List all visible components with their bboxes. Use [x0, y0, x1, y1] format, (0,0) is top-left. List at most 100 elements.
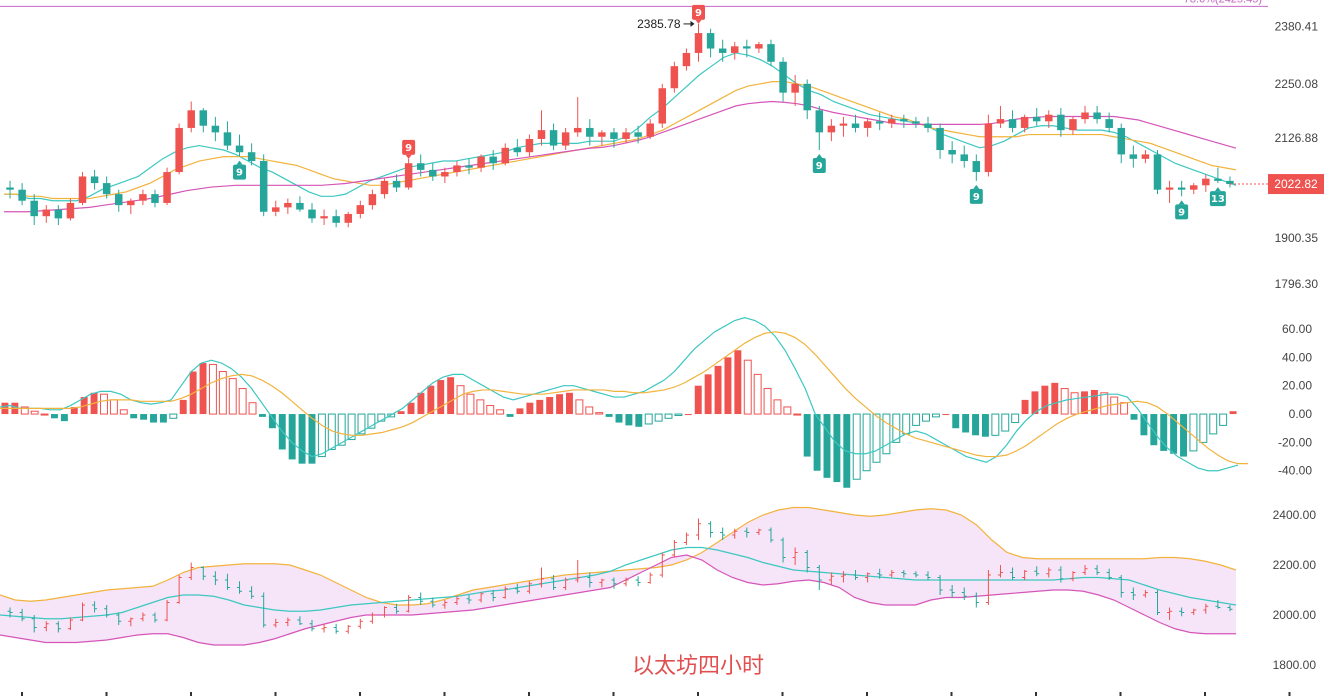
- macd-histogram-bar: [922, 413, 930, 422]
- td-marker-box: [233, 164, 247, 180]
- candle-body: [718, 48, 727, 53]
- macd-histogram-bar: [258, 414, 266, 417]
- td-marker-pointer: [1214, 187, 1221, 192]
- candle-body: [272, 207, 280, 212]
- bollinger-middle-line: [0, 546, 1237, 620]
- candle-body: [875, 121, 884, 124]
- candle-body: [465, 165, 473, 168]
- bollinger-tick-label: 2400.00: [1273, 508, 1317, 522]
- macd-histogram-bar: [882, 413, 891, 455]
- td-marker-label: 9: [695, 8, 702, 19]
- macd-histogram-bar: [1130, 414, 1138, 420]
- macd-tick-label: 20.00: [1282, 379, 1312, 393]
- bollinger-tick-label: 1800.00: [1273, 658, 1317, 672]
- macd-histogram-bar: [347, 413, 356, 441]
- price-tick-label: 2250.08: [1275, 77, 1319, 91]
- macd-histogram-bar: [119, 409, 128, 415]
- candle-body: [1032, 116, 1041, 122]
- candle-body: [682, 52, 691, 67]
- macd-histogram-bar: [417, 392, 425, 415]
- macd-histogram-bar: [1199, 413, 1208, 443]
- macd-histogram-bar: [1189, 413, 1198, 452]
- candle-body: [586, 127, 594, 137]
- macd-histogram-bar: [852, 413, 861, 480]
- macd-histogram-bar: [556, 394, 564, 415]
- macd-histogram-bar: [753, 373, 762, 415]
- candle-body: [851, 123, 860, 128]
- bollinger-tick-label: 2200.00: [1273, 558, 1317, 572]
- macd-histogram-bar: [793, 413, 802, 416]
- macd-histogram-bar: [407, 402, 415, 415]
- macd-histogram-bar: [942, 414, 950, 416]
- price-tick-label: 1796.30: [1275, 277, 1319, 291]
- candle-body: [537, 130, 546, 139]
- candle-body: [18, 189, 26, 201]
- macd-tick-label: 0.00: [1289, 407, 1313, 421]
- macd-histogram-bar: [337, 413, 346, 446]
- macd-histogram-bar: [1100, 392, 1109, 415]
- macd-histogram-bar: [1180, 414, 1187, 457]
- macd-histogram-bar: [972, 414, 980, 436]
- candle-body: [90, 176, 99, 184]
- bollinger-panel: 2400.00 2200.00 2000.00 1800.00: [0, 506, 1317, 672]
- macd-histogram-bar: [664, 413, 673, 419]
- candle-body: [863, 121, 872, 128]
- td-marker-pointer: [1178, 200, 1185, 205]
- candle-body: [235, 145, 244, 153]
- macd-histogram-bar: [546, 397, 554, 415]
- candle-body: [320, 216, 328, 219]
- candle-body: [743, 46, 751, 49]
- candle-body: [1165, 187, 1174, 190]
- macd-histogram-bar: [496, 409, 505, 415]
- candle-body: [187, 110, 195, 128]
- candle-body: [1214, 178, 1222, 181]
- macd-histogram-bar: [684, 414, 692, 416]
- macd-histogram-bar: [447, 377, 455, 415]
- candle-body: [972, 161, 981, 173]
- price-tick-label: 2380.41: [1275, 19, 1319, 33]
- macd-histogram-bar: [456, 385, 465, 415]
- macd-histogram-bar: [60, 414, 68, 422]
- candle-body: [199, 110, 208, 126]
- macd-histogram-bar: [833, 414, 841, 483]
- macd-histogram-bar: [566, 392, 573, 415]
- macd-histogram-bar: [526, 402, 534, 415]
- macd-histogram-bar: [654, 413, 663, 422]
- td-marker-box: [1175, 204, 1189, 220]
- macd-histogram-bar: [238, 388, 247, 415]
- macd-histogram-bar: [902, 413, 911, 435]
- macd-histogram-bar: [704, 374, 712, 415]
- candle-body: [429, 169, 437, 177]
- macd-histogram-bar: [1170, 414, 1178, 454]
- macd-histogram-bar: [743, 359, 752, 415]
- macd-histogram-bar: [218, 371, 227, 415]
- candle-body: [489, 156, 497, 164]
- candle-body: [1153, 154, 1162, 190]
- grid: [21, 692, 1291, 696]
- candle-body: [368, 194, 377, 206]
- macd-dif-line: [0, 317, 1239, 472]
- macd-histogram-bar: [1209, 413, 1218, 435]
- candle-body: [948, 150, 956, 155]
- candle-body: [6, 187, 14, 190]
- macd-histogram-bar: [516, 408, 524, 415]
- td-marker-pointer: [236, 160, 243, 165]
- candle-body: [1177, 187, 1186, 190]
- candle-body: [1020, 116, 1029, 128]
- candle-body: [779, 61, 787, 93]
- price-axis: 2380.41 2250.08 2126.88 1900.35 1796.30 2022.…: [1229, 19, 1324, 291]
- macd-histogram-bar: [1051, 382, 1059, 415]
- macd-histogram-bar: [109, 399, 118, 415]
- annotations: 78.6%(2425.45) 2385.78 9 9 9 9 9 9 13: [0, 0, 1268, 220]
- macd-histogram-bar: [714, 365, 722, 415]
- macd-histogram-bar: [40, 413, 49, 416]
- macd-histogram-bar: [783, 406, 792, 415]
- candle-body: [960, 154, 968, 162]
- ma-line-2: [4, 100, 1237, 213]
- candle-body: [815, 110, 824, 133]
- candle-body: [513, 147, 522, 153]
- candle-body: [66, 202, 75, 219]
- macd-histogram-bar: [644, 413, 653, 425]
- macd-histogram-bar: [763, 388, 772, 415]
- td-marker-pointer: [973, 184, 980, 189]
